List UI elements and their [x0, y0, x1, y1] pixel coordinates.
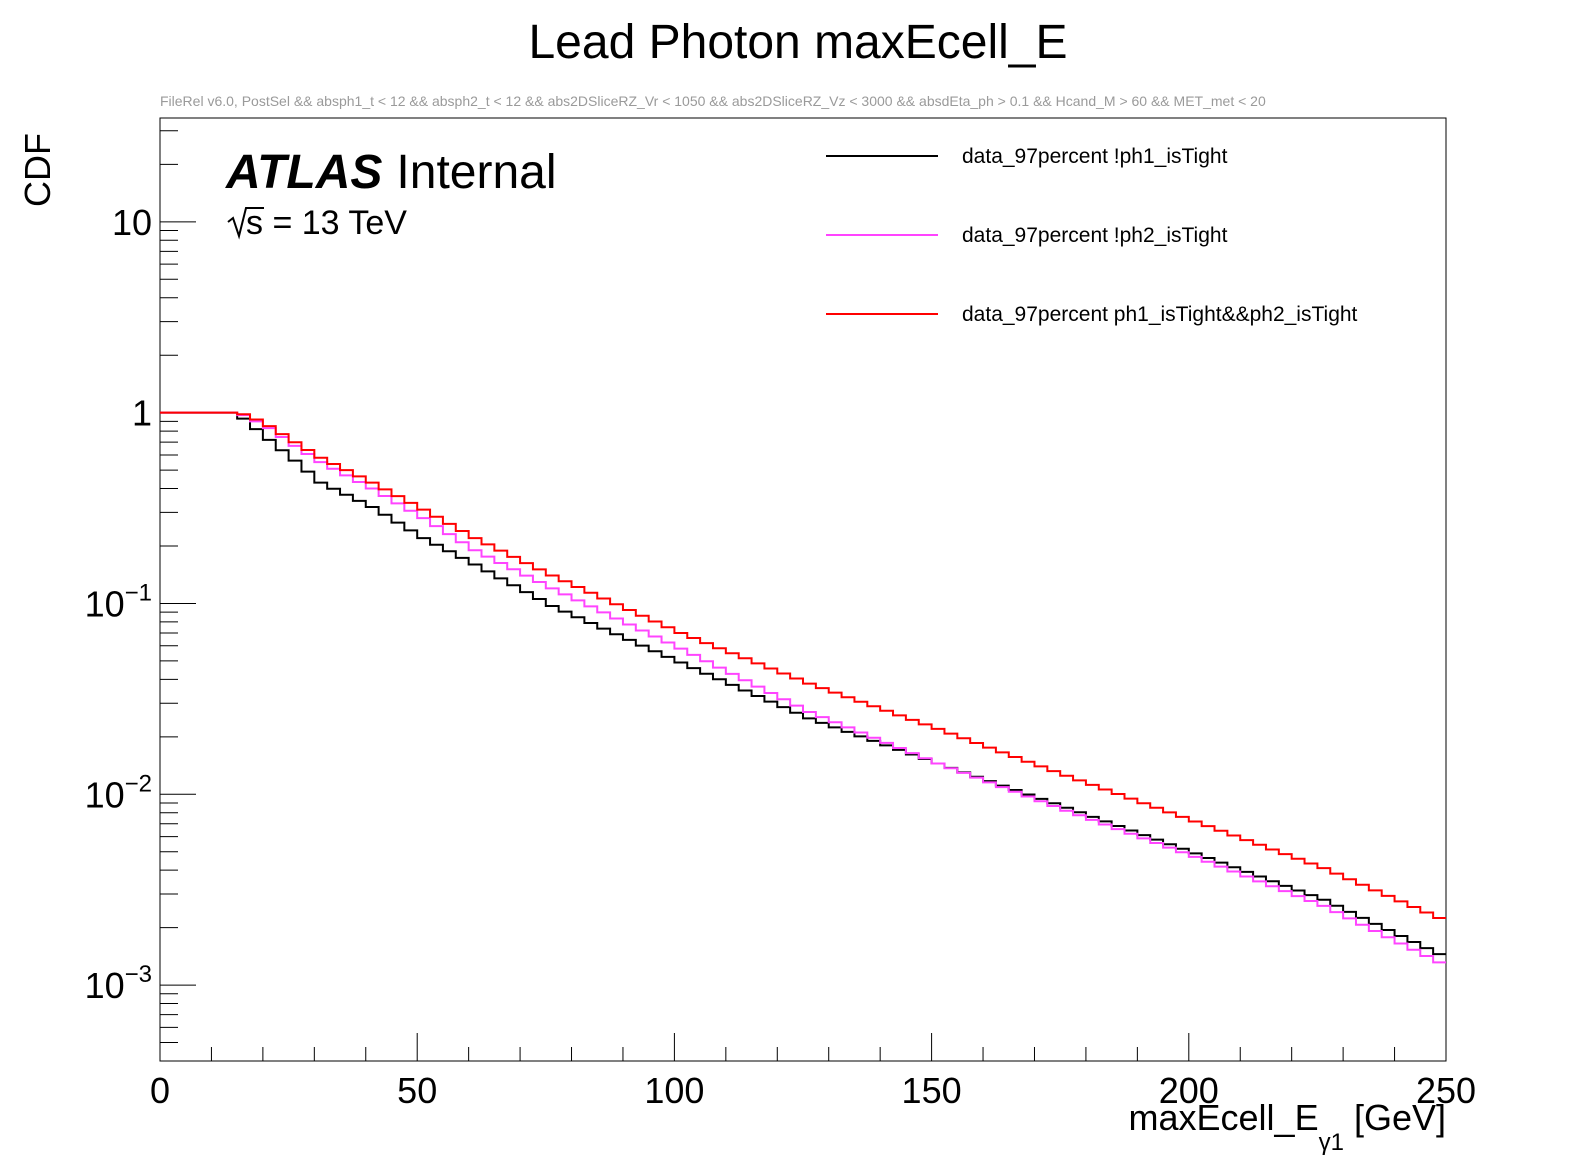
y-tick-base: 10	[112, 202, 152, 243]
x-tick-label: 0	[150, 1070, 170, 1111]
y-tick-label: 10	[112, 202, 152, 243]
plot-frame	[159, 117, 1447, 1062]
legend-label-1: data_97percent !ph1_isTight	[962, 145, 1228, 168]
atlas-label-internal: Internal	[396, 146, 556, 199]
atlas-label-bold: ATLAS	[225, 146, 382, 199]
legend: data_97percent !ph1_isTight data_97percen…	[826, 145, 1358, 326]
x-tick-label: 50	[397, 1070, 437, 1111]
x-tick-label: 100	[644, 1070, 704, 1111]
y-tick-exp: −1	[125, 579, 152, 606]
energy-label-sqrt-arg: s	[246, 204, 263, 242]
series-group	[160, 411, 1446, 964]
plot-area	[159, 117, 1447, 1062]
y-tick-label: 1	[132, 393, 152, 434]
chart-subtitle: FileRel v6.0, PostSel && absph1_t < 12 &…	[160, 93, 1266, 109]
x-axis-label-unit: [GeV]	[1354, 1097, 1446, 1138]
energy-label-text: = 13 TeV	[263, 204, 407, 242]
x-tick-label: 200	[1159, 1070, 1219, 1111]
y-tick-label: 10−1	[85, 579, 152, 624]
x-tick-label: 150	[902, 1070, 962, 1111]
x-axis-label-main: maxEcell_E	[1129, 1097, 1319, 1138]
x-axis: 0 50 100 150 200 250	[150, 1033, 1476, 1111]
sqrt-symbol	[227, 207, 264, 240]
energy-label: s = 13 TeV	[227, 204, 407, 242]
x-tick-label: 250	[1416, 1070, 1476, 1111]
y-tick-base: 10	[85, 774, 125, 815]
legend-label-3: data_97percent ph1_isTight&&ph2_isTight	[962, 303, 1358, 326]
series-line-2	[160, 411, 1446, 964]
y-tick-label: 10−3	[85, 961, 152, 1006]
y-tick-base: 1	[132, 393, 152, 434]
x-axis-label: maxEcell_Eγ1 [GeV]	[1129, 1097, 1446, 1156]
x-axis-label-sub: γ1	[1319, 1129, 1344, 1156]
atlas-label: ATLAS Internal	[225, 146, 557, 199]
y-tick-label: 10−2	[85, 770, 152, 815]
y-tick-exp: −3	[125, 961, 152, 988]
y-axis-label: CDF	[17, 133, 58, 207]
y-tick-base: 10	[85, 965, 125, 1006]
series-line-1	[160, 411, 1446, 956]
series-line-3	[160, 411, 1446, 920]
chart-title: Lead Photon maxEcell_E	[528, 16, 1067, 69]
y-tick-exp: −2	[125, 770, 152, 797]
y-tick-base: 10	[85, 583, 125, 624]
svg-text:s = 13 TeV: s = 13 TeV	[246, 204, 407, 242]
legend-label-2: data_97percent !ph2_isTight	[962, 224, 1228, 247]
